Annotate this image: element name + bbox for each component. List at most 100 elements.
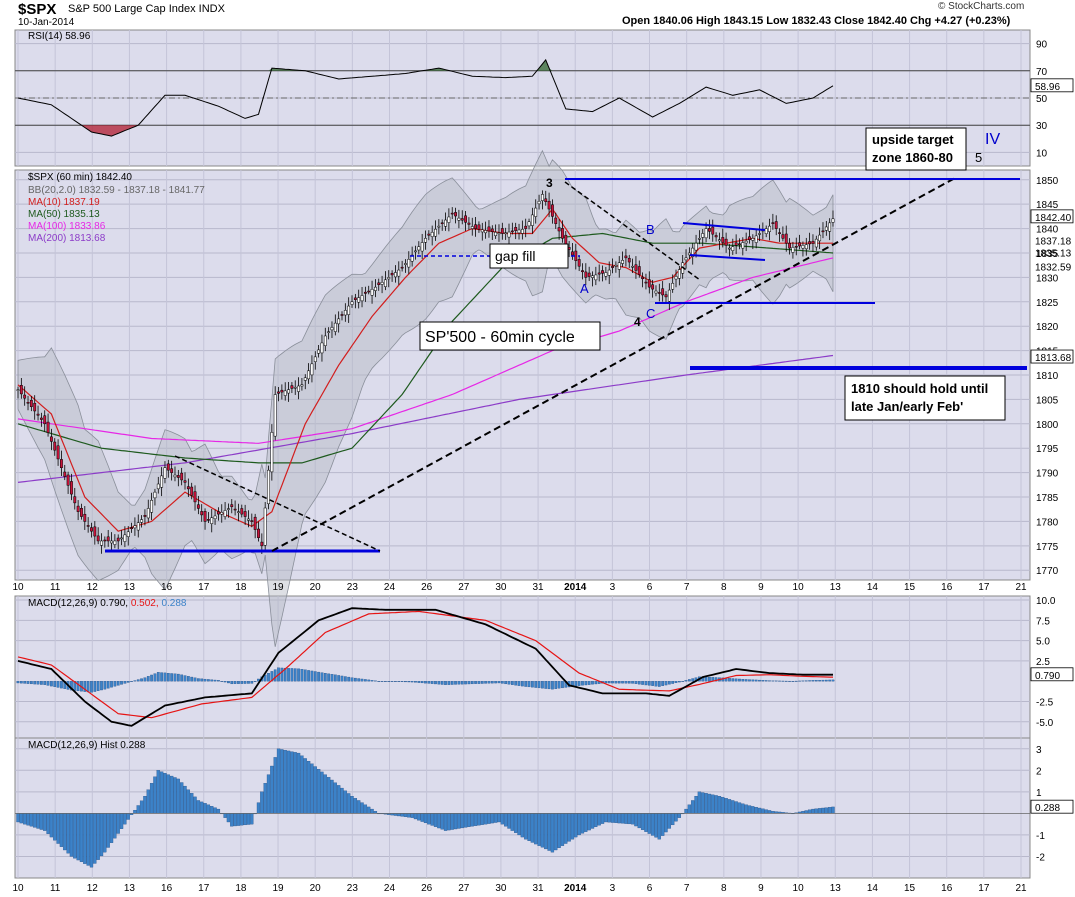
candle-body	[794, 246, 798, 248]
macd-hist-bar	[340, 675, 344, 682]
macd-hist-bar	[263, 674, 267, 682]
candle	[320, 334, 324, 362]
hist-bar	[640, 813, 645, 830]
candle-body	[23, 394, 27, 399]
macd-last-tag-box	[1030, 667, 1074, 682]
macd-hist-bar	[190, 676, 194, 682]
candle-body	[450, 212, 454, 215]
candle	[387, 270, 391, 288]
macd-hist-bar	[267, 673, 270, 682]
price-stack-label: 1832.59	[1035, 263, 1072, 274]
candle	[343, 303, 347, 322]
y-tick-label: 1775	[1036, 542, 1059, 553]
hist-bar	[280, 749, 284, 814]
macd-hist-bar	[247, 681, 250, 684]
macd-hist-bar	[317, 671, 320, 682]
hist-bar	[530, 813, 535, 843]
histogram-series	[15, 748, 1030, 868]
hist-bar	[139, 800, 144, 814]
candle	[283, 382, 287, 401]
macd-hist-bar	[764, 680, 768, 682]
candle	[307, 363, 311, 384]
candle-body	[470, 226, 474, 229]
candle-body	[206, 519, 210, 521]
macd-hist-bar	[153, 673, 157, 682]
macd-hist-bar	[531, 681, 534, 688]
hist-bar	[714, 795, 718, 814]
ma200-last-tag-text: 1813.68	[1035, 353, 1072, 364]
macd-hist-bar	[56, 681, 60, 688]
macd-hist-bar	[407, 681, 411, 683]
candle-body	[303, 377, 307, 381]
candle-body	[160, 475, 164, 488]
macd-hist-bar	[50, 681, 53, 687]
candle-body	[380, 282, 384, 285]
hist-bar	[240, 813, 244, 826]
candle	[146, 499, 150, 523]
candle-body	[223, 510, 227, 517]
macd-hist-bar	[106, 681, 110, 689]
y-tick-label: 50	[1036, 94, 1048, 105]
macd-hist-bar	[738, 678, 741, 682]
candle	[210, 509, 214, 533]
candle-body	[173, 474, 177, 478]
macd-hist-bar	[490, 681, 494, 684]
y-tick-label: 1810	[1036, 371, 1059, 382]
candle-body	[247, 518, 250, 521]
candle-body	[621, 260, 624, 264]
stockcharts-logo: © StockCharts.com	[938, 1, 1025, 12]
candle	[751, 234, 755, 250]
candle	[697, 230, 701, 245]
candle	[360, 286, 364, 308]
hist-bar	[320, 771, 324, 814]
candle-body	[357, 297, 361, 303]
candle-body	[551, 204, 554, 217]
candle-body	[36, 413, 40, 416]
hist-bar	[614, 813, 618, 823]
candle	[390, 270, 394, 282]
x-tick-label: 13	[830, 883, 842, 894]
hist-bar	[53, 813, 57, 841]
candle	[801, 241, 805, 257]
candle	[253, 513, 257, 539]
candle	[474, 217, 478, 237]
candle	[520, 220, 524, 240]
candle	[130, 522, 133, 533]
candle-body	[674, 276, 678, 280]
y-tick-label: -5.0	[1036, 718, 1054, 729]
candle	[277, 387, 280, 402]
candle-body	[537, 200, 541, 205]
candle	[594, 266, 598, 286]
candle	[66, 471, 70, 494]
macd-hist-bar	[76, 681, 80, 692]
macd-hist-bar	[784, 680, 788, 682]
x-tick-label: 27	[458, 582, 470, 593]
price-legend: $SPX (60 min) 1842.40	[28, 172, 132, 183]
hist-bar	[357, 800, 361, 814]
candle	[173, 466, 177, 482]
macd-hist-bar	[310, 670, 314, 682]
macd-hist-bar	[70, 681, 73, 691]
macd-hist-bar	[240, 681, 244, 684]
candle-body	[671, 282, 675, 290]
candle-body	[253, 516, 257, 530]
candle-body	[504, 232, 508, 235]
macd-hist-bar	[480, 681, 484, 684]
macd-hist-bar	[313, 671, 317, 682]
macd-hist-bar	[86, 681, 90, 693]
candle-body	[110, 540, 113, 544]
x-tick-label: 16	[941, 883, 953, 894]
candle	[731, 238, 735, 255]
candle	[380, 275, 384, 294]
candle-body	[808, 241, 812, 245]
candle	[367, 285, 371, 295]
candle	[220, 504, 224, 523]
macd-hist-bar	[657, 681, 661, 687]
axis-labels: 1770177517801785179017951800180518101815…	[12, 40, 1074, 894]
macd-hist-bar	[514, 681, 518, 686]
candle	[771, 213, 775, 230]
hist-bar	[437, 813, 441, 829]
macd-hist-bar	[534, 681, 538, 688]
macd-hist-bar	[487, 681, 491, 684]
hist-bar	[423, 813, 428, 824]
